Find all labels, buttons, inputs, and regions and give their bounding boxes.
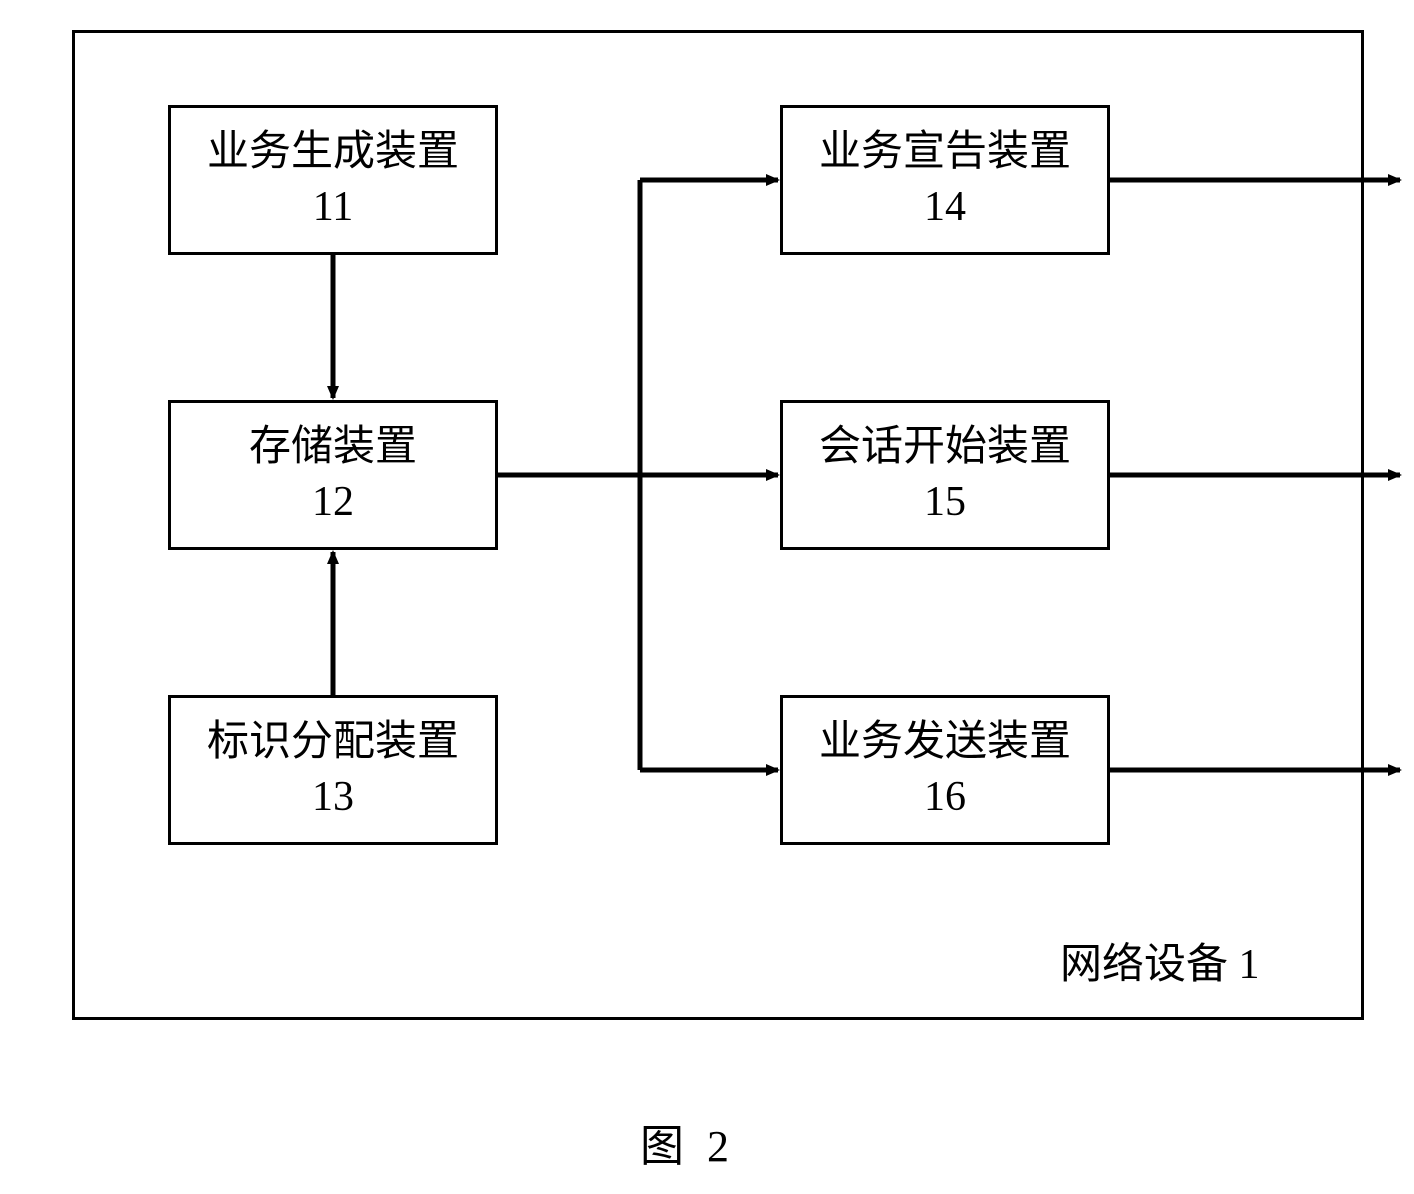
node-13-num: 13 [312,770,354,825]
node-11: 业务生成装置 11 [168,105,498,255]
diagram-canvas: 业务生成装置 11 存储装置 12 标识分配装置 13 业务宣告装置 14 会话… [0,0,1414,1194]
figure-caption: 图 2 [640,1110,735,1174]
node-14-label: 业务宣告装置 [819,125,1071,180]
node-16-num: 16 [924,770,966,825]
node-16-label: 业务发送装置 [819,715,1071,770]
node-12-label: 存储装置 [249,420,417,475]
node-16: 业务发送装置 16 [780,695,1110,845]
node-13-label: 标识分配装置 [207,715,459,770]
node-12-num: 12 [312,475,354,530]
node-11-num: 11 [313,180,353,235]
node-14: 业务宣告装置 14 [780,105,1110,255]
node-15-num: 15 [924,475,966,530]
node-13: 标识分配装置 13 [168,695,498,845]
outer-box-label: 网络设备 1 [1060,930,1260,991]
node-15: 会话开始装置 15 [780,400,1110,550]
node-15-label: 会话开始装置 [819,420,1071,475]
node-12: 存储装置 12 [168,400,498,550]
node-11-label: 业务生成装置 [207,125,459,180]
node-14-num: 14 [924,180,966,235]
